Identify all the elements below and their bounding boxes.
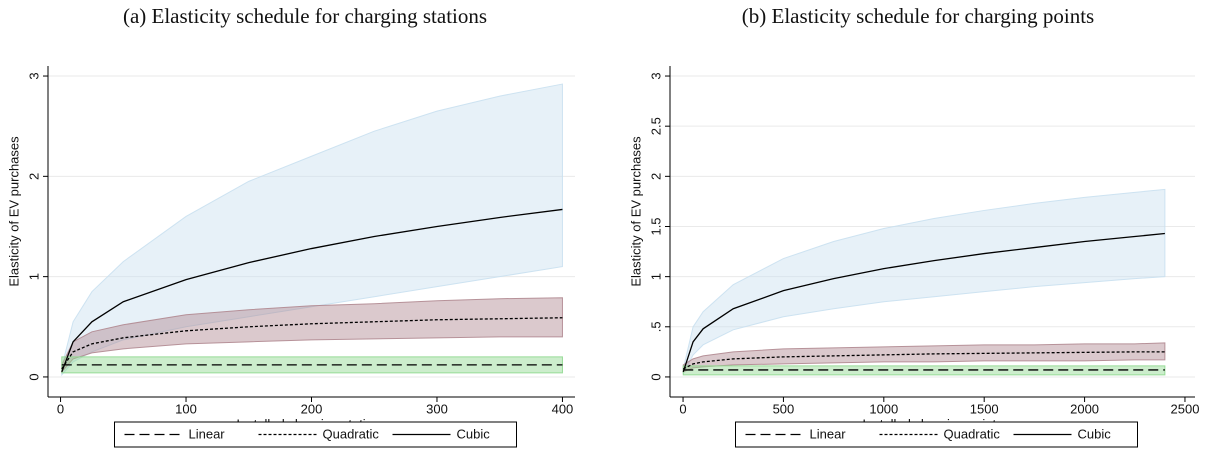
legend-label: Cubic <box>1078 426 1112 441</box>
x-tick-label: 2000 <box>1070 401 1099 416</box>
x-tick-label: 400 <box>552 401 574 416</box>
x-tick-label: 200 <box>301 401 323 416</box>
legend-label: Quadratic <box>323 426 380 441</box>
y-tick-label: 0 <box>648 373 663 380</box>
confidence-band <box>61 356 563 374</box>
y-tick-label: .5 <box>648 321 663 332</box>
y-tick-label: 2.5 <box>648 117 663 135</box>
chart-title: (a) Elasticity schedule for charging sta… <box>123 4 487 28</box>
x-tick-label: 500 <box>773 401 795 416</box>
y-tick-label: 3 <box>648 72 663 79</box>
y-axis-label: Elasticity of EV purchases <box>6 136 21 287</box>
legend-label: Linear <box>810 426 847 441</box>
series-line <box>61 208 563 373</box>
series-line <box>682 351 1165 370</box>
y-tick-label: 2 <box>26 173 41 180</box>
y-tick-label: 1 <box>26 273 41 280</box>
series-line <box>682 232 1165 373</box>
legend-label: Quadratic <box>944 426 1001 441</box>
confidence-band <box>61 83 563 377</box>
y-tick-label: 1.5 <box>648 217 663 235</box>
legend-label: Linear <box>189 426 226 441</box>
x-tick-label: 300 <box>426 401 448 416</box>
y-tick-label: 1 <box>648 273 663 280</box>
confidence-band <box>61 297 563 374</box>
x-tick-label: 0 <box>57 401 64 416</box>
x-tick-label: 0 <box>679 401 686 416</box>
x-tick-label: 1000 <box>869 401 898 416</box>
y-tick-label: 2 <box>648 173 663 180</box>
x-tick-label: 2500 <box>1171 401 1200 416</box>
y-tick-label: 3 <box>26 72 41 79</box>
chart-title: (b) Elasticity schedule for charging poi… <box>742 4 1094 28</box>
confidence-band <box>682 342 1166 373</box>
y-tick-label: 0 <box>26 373 41 380</box>
x-tick-label: 1500 <box>970 401 999 416</box>
x-tick-label: 100 <box>175 401 197 416</box>
legend-label: Cubic <box>457 426 491 441</box>
y-axis-label: Elasticity of EV purchases <box>628 136 643 287</box>
confidence-band <box>682 188 1166 375</box>
